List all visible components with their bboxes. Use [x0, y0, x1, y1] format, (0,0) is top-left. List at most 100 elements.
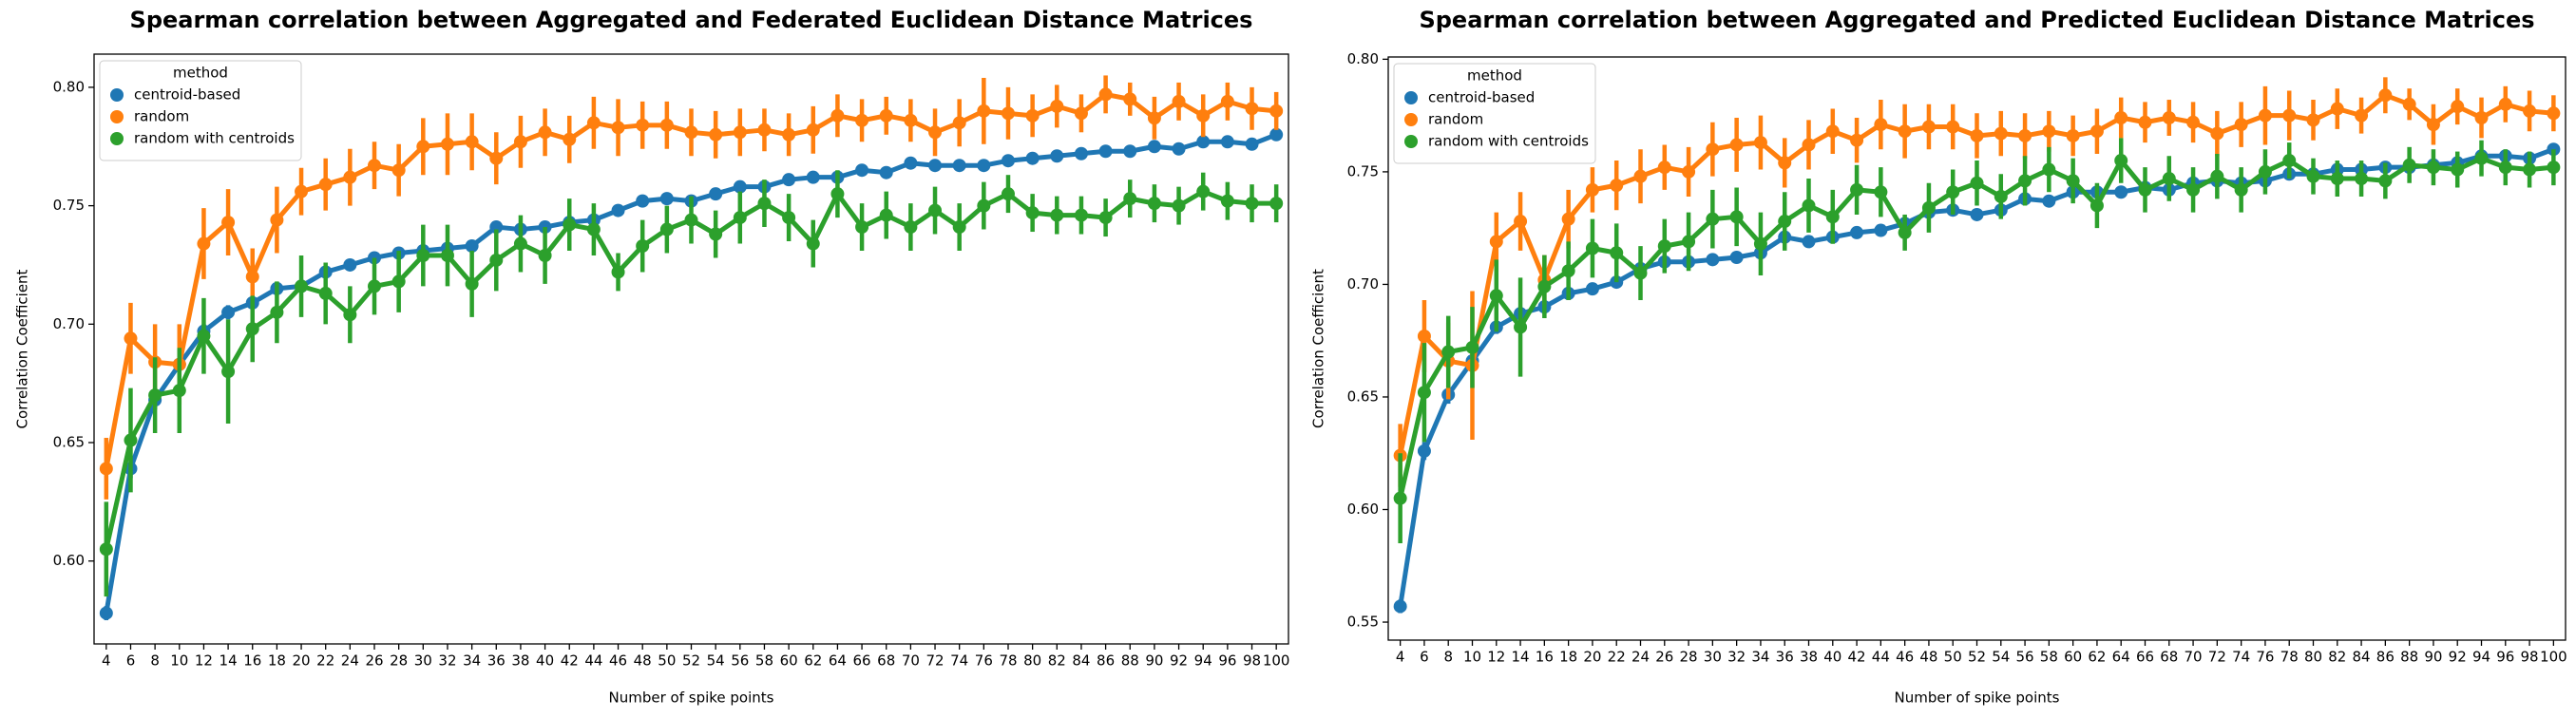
- point-marker: [830, 187, 845, 201]
- point-marker: [1393, 599, 1407, 614]
- y-tick-label: 0.60: [53, 552, 85, 569]
- x-tick-label: 46: [609, 652, 627, 670]
- x-tick-label: 36: [1776, 649, 1794, 666]
- point-marker: [2451, 100, 2465, 114]
- x-tick-label: 28: [390, 652, 408, 670]
- point-marker: [2426, 161, 2440, 175]
- y-tick-label: 0.70: [53, 315, 85, 332]
- point-marker: [855, 113, 869, 127]
- point-marker: [1994, 189, 2008, 203]
- point-marker: [1196, 135, 1211, 149]
- point-marker: [2066, 128, 2080, 142]
- point-marker: [1025, 151, 1040, 165]
- x-tick-label: 20: [1583, 649, 1601, 666]
- x-tick-label: 72: [925, 652, 944, 670]
- point-marker: [586, 116, 601, 130]
- point-marker: [1147, 140, 1161, 154]
- y-tick-label: 0.75: [1347, 162, 1379, 180]
- point-marker: [2523, 162, 2537, 177]
- point-marker: [1946, 120, 1960, 134]
- point-marker: [1753, 236, 1767, 251]
- legend-label: centroid-based: [134, 86, 240, 104]
- point-marker: [806, 236, 820, 251]
- point-marker: [513, 236, 527, 251]
- point-marker: [2474, 151, 2489, 165]
- point-marker: [2547, 161, 2561, 175]
- x-tick-label: 60: [780, 652, 798, 670]
- point-marker: [709, 187, 723, 201]
- point-marker: [1682, 164, 1696, 179]
- x-tick-label: 64: [2112, 649, 2130, 666]
- x-tick-label: 30: [414, 652, 432, 670]
- point-marker: [733, 180, 747, 194]
- point-marker: [684, 125, 698, 140]
- x-tick-label: 86: [2376, 649, 2395, 666]
- point-marker: [2426, 118, 2440, 132]
- x-tick-label: 64: [829, 652, 847, 670]
- point-marker: [2234, 182, 2248, 197]
- point-marker: [1001, 187, 1015, 201]
- x-tick-label: 82: [1048, 652, 1066, 670]
- point-marker: [2186, 182, 2201, 197]
- x-tick-label: 8: [1443, 649, 1453, 666]
- x-tick-label: 34: [1751, 649, 1769, 666]
- point-marker: [904, 113, 918, 127]
- legend-box: [99, 60, 302, 161]
- x-tick-label: 30: [1704, 649, 1722, 666]
- chart-title: Spearman correlation between Aggregated …: [130, 7, 1253, 33]
- x-tick-label: 18: [1559, 649, 1577, 666]
- x-tick-label: 8: [150, 652, 160, 670]
- x-tick-label: 26: [365, 652, 383, 670]
- x-tick-label: 24: [341, 652, 359, 670]
- x-tick-label: 52: [1968, 649, 1986, 666]
- point-marker: [1946, 185, 1960, 199]
- x-tick-label: 90: [2424, 649, 2442, 666]
- point-marker: [2018, 174, 2032, 188]
- point-marker: [391, 274, 406, 289]
- x-tick-label: 52: [682, 652, 700, 670]
- point-marker: [221, 216, 236, 230]
- point-marker: [563, 132, 577, 146]
- point-marker: [343, 257, 357, 272]
- point-marker: [368, 159, 382, 173]
- y-tick-label: 0.60: [1347, 501, 1379, 518]
- x-tick-label: 18: [268, 652, 286, 670]
- x-tick-label: 72: [2208, 649, 2226, 666]
- x-tick-label: 94: [1194, 652, 1212, 670]
- point-marker: [733, 211, 747, 225]
- point-marker: [489, 220, 504, 235]
- point-marker: [2114, 185, 2128, 199]
- point-marker: [124, 433, 138, 447]
- x-tick-label: 60: [2064, 649, 2082, 666]
- point-marker: [538, 125, 552, 140]
- point-marker: [343, 308, 357, 322]
- point-marker: [1025, 108, 1040, 123]
- y-tick-label: 0.75: [53, 197, 85, 214]
- point-marker: [2402, 97, 2416, 111]
- point-marker: [1729, 250, 1744, 264]
- point-marker: [1994, 126, 2008, 141]
- point-marker: [1514, 215, 1528, 229]
- y-tick-label: 0.80: [53, 78, 85, 95]
- point-marker: [709, 127, 723, 142]
- point-marker: [1172, 94, 1186, 108]
- point-marker: [830, 108, 845, 123]
- x-tick-label: 40: [1823, 649, 1841, 666]
- point-marker: [318, 286, 333, 300]
- y-tick-label: 0.70: [1347, 275, 1379, 293]
- point-marker: [1123, 192, 1137, 206]
- point-marker: [2498, 161, 2512, 175]
- point-marker: [440, 248, 454, 262]
- point-marker: [1802, 198, 1816, 213]
- point-marker: [172, 384, 186, 398]
- point-marker: [1025, 206, 1040, 220]
- point-marker: [928, 125, 943, 140]
- point-marker: [197, 329, 211, 343]
- chart-title: Spearman correlation between Aggregated …: [1419, 7, 2534, 33]
- point-marker: [2282, 154, 2297, 168]
- x-tick-label: 88: [1121, 652, 1139, 670]
- point-marker: [2066, 174, 2080, 188]
- x-tick-label: 54: [707, 652, 725, 670]
- point-marker: [1561, 264, 1575, 278]
- legend-marker: [1404, 113, 1418, 126]
